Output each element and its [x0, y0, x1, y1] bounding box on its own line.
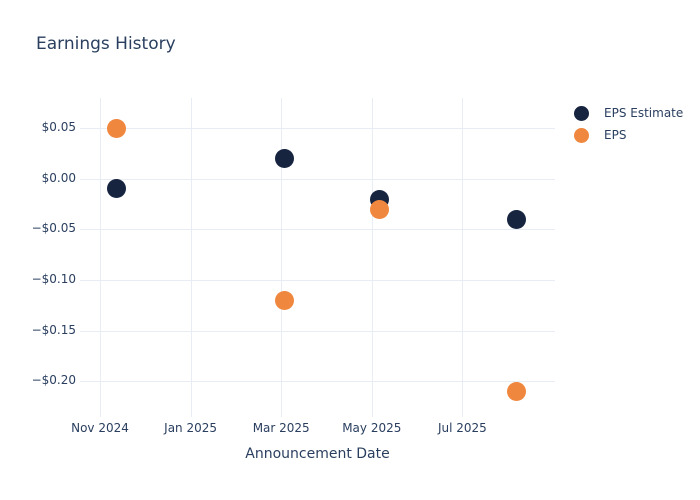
- x-tick-label: Mar 2025: [252, 421, 310, 435]
- eps-estimate-point[interactable]: [107, 179, 127, 199]
- legend-label-eps: EPS: [604, 128, 627, 142]
- eps-point[interactable]: [107, 118, 127, 138]
- eps-estimate-point[interactable]: [274, 149, 294, 169]
- x-gridline: [100, 98, 101, 417]
- y-gridline: [80, 178, 555, 180]
- legend-item-eps-estimate[interactable]: EPS Estimate: [574, 102, 683, 124]
- legend: EPS Estimate EPS: [574, 102, 683, 146]
- legend-label-eps-estimate: EPS Estimate: [604, 106, 684, 120]
- y-gridline: [80, 280, 555, 281]
- y-gridline: [80, 128, 555, 130]
- x-tick-label: Jul 2025: [437, 421, 487, 435]
- y-gridline: [80, 229, 555, 231]
- y-tick-label: −$0.20: [31, 373, 76, 388]
- y-tick-label: −$0.05: [31, 221, 76, 236]
- y-tick-label: $0.05: [41, 120, 76, 135]
- eps-point[interactable]: [507, 381, 527, 401]
- eps-estimate-marker-icon: [574, 105, 589, 121]
- x-tick-label: Jan 2025: [164, 421, 218, 435]
- eps-marker-icon: [574, 127, 589, 143]
- eps-estimate-point[interactable]: [507, 209, 527, 229]
- eps-point[interactable]: [369, 199, 389, 219]
- x-gridline: [462, 98, 464, 417]
- y-tick-label: −$0.10: [31, 272, 76, 286]
- y-tick-label: $0.00: [41, 170, 76, 185]
- x-tick-label: Nov 2024: [71, 421, 129, 435]
- eps-point[interactable]: [274, 290, 294, 310]
- y-gridline: [80, 381, 555, 383]
- x-gridline: [371, 98, 373, 417]
- x-axis-title: Announcement Date: [245, 446, 390, 462]
- y-tick-label: −$0.15: [31, 322, 76, 337]
- x-tick-label: May 2025: [342, 421, 402, 435]
- y-gridline: [80, 330, 555, 332]
- chart-title: Earnings History: [36, 34, 176, 54]
- legend-item-eps[interactable]: EPS: [574, 124, 683, 146]
- x-gridline: [281, 98, 283, 417]
- x-gridline: [190, 98, 192, 417]
